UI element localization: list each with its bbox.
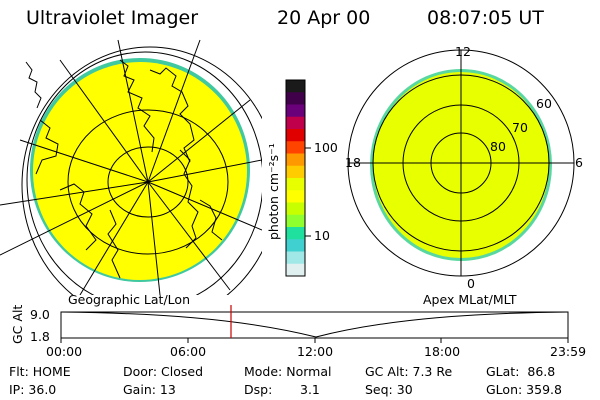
colorbar-segment — [286, 190, 305, 203]
x-tick-marks — [60, 338, 569, 343]
mlt-label-0: 0 — [467, 276, 475, 291]
x-tick-1800: 18:00 — [424, 344, 461, 359]
colorbar-segment — [286, 165, 305, 179]
info-flt: Flt: HOME — [9, 364, 71, 379]
info-gc-alt: GC Alt: 7.3 Re — [365, 364, 453, 379]
colorbar-segment — [286, 214, 305, 228]
mlat-label-70: 70 — [512, 120, 528, 135]
altitude-plot — [60, 305, 569, 343]
coastlines — [25, 59, 223, 279]
info-glon: GLon: 359.8 — [486, 382, 562, 397]
y-tick-9: 9.0 — [30, 307, 50, 322]
colorbar-segment — [286, 178, 305, 191]
y-tick-1-8: 1.8 — [30, 329, 50, 344]
x-tick-0000: 00:00 — [46, 344, 83, 359]
info-gain: Gain: 13 — [123, 382, 176, 397]
colorbar-tick-100: 100 — [314, 140, 338, 155]
geographic-map — [0, 39, 262, 295]
colorbar-segment — [286, 153, 305, 167]
colorbar-segment — [286, 251, 305, 265]
mlat-label-80: 80 — [490, 139, 506, 154]
colorbar-unit-label: photon cm⁻²s⁻¹ — [266, 143, 281, 240]
mlt-label-12: 12 — [455, 44, 471, 59]
map-boundary — [26, 51, 262, 295]
info-dsp-label: Dsp: — [244, 382, 273, 397]
instrument-title: Ultraviolet Imager — [26, 7, 199, 29]
info-door: Door: Closed — [123, 364, 204, 379]
gc-alt-ylabel: GC Alt — [10, 304, 25, 344]
colorbar-segment — [286, 263, 305, 277]
map-boundary-outer — [21, 46, 262, 295]
lat-circle-70 — [67, 109, 229, 255]
x-tick-2359: 23:59 — [550, 344, 587, 359]
colorbar — [285, 79, 311, 277]
mlt-label-6: 6 — [575, 155, 583, 170]
date-label: 20 Apr 00 — [277, 7, 371, 29]
mlt-label-18: 18 — [345, 155, 361, 170]
altitude-curve — [60, 311, 569, 338]
apex-map — [347, 49, 575, 277]
info-seq: Seq: 30 — [365, 382, 413, 397]
colorbar-segment — [286, 202, 305, 216]
info-dsp-value: 3.1 — [300, 382, 320, 397]
time-label: 08:07:05 UT — [427, 7, 544, 29]
info-ip: IP: 36.0 — [9, 382, 57, 397]
geographic-label: Geographic Lat/Lon — [68, 292, 190, 307]
x-tick-1200: 12:00 — [297, 344, 334, 359]
colorbar-segment — [286, 129, 305, 142]
colorbar-segment — [286, 92, 305, 105]
mlat-label-60: 60 — [536, 96, 552, 111]
colorbar-segment — [286, 104, 305, 118]
info-mode: Mode: Normal — [244, 364, 332, 379]
apex-label: Apex MLat/MLT — [423, 292, 517, 307]
meridians — [0, 39, 262, 295]
colorbar-segment — [286, 116, 305, 130]
colorbar-segment — [286, 80, 305, 93]
colorbar-segment — [286, 239, 305, 252]
colorbar-tick-10: 10 — [314, 228, 330, 243]
colorbar-segment — [286, 141, 305, 154]
colorbar-segment — [286, 227, 305, 240]
x-tick-0600: 06:00 — [170, 344, 207, 359]
lat-circle-80 — [107, 146, 189, 218]
info-glat: GLat: 86.8 — [486, 364, 556, 379]
